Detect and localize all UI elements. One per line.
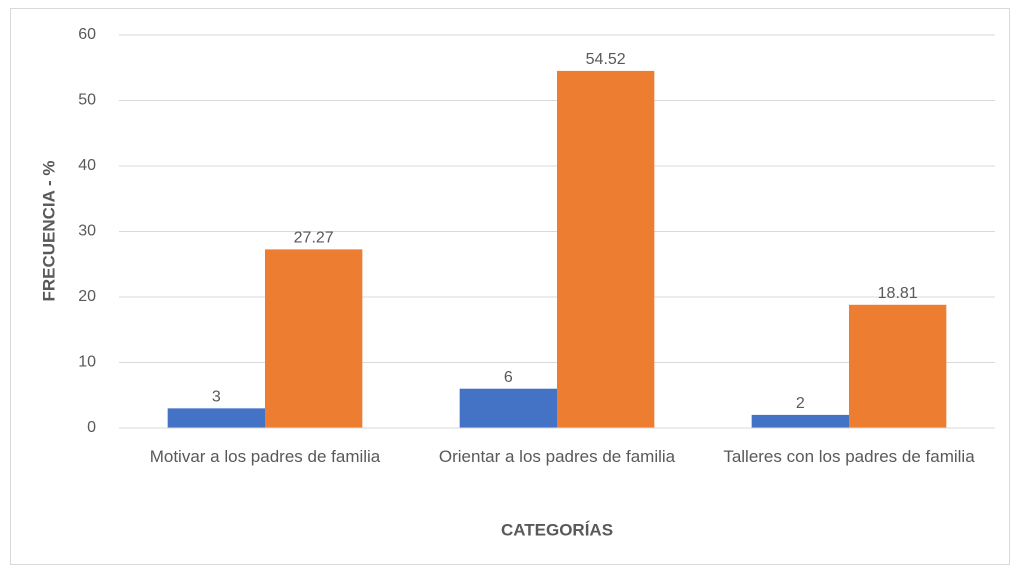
bar	[167, 408, 265, 428]
data-label: 3	[212, 389, 221, 406]
bar	[459, 388, 557, 428]
y-tick-label: 30	[78, 223, 96, 240]
data-label: 6	[504, 369, 513, 386]
data-label: 18.81	[878, 285, 918, 302]
y-tick-label: 50	[78, 92, 96, 109]
y-tick-label: 40	[78, 157, 96, 174]
x-tick-label: Orientar a los padres de familia	[438, 447, 676, 466]
y-tick-label: 0	[87, 419, 96, 436]
x-axis-title: CATEGORÍAS	[501, 520, 613, 539]
x-tick-label: Motivar a los padres de familia	[149, 447, 381, 466]
y-tick-label: 60	[78, 26, 96, 43]
chart-border	[10, 8, 1010, 565]
x-tick-label: Talleres con los padres de familia	[723, 447, 975, 466]
y-tick-label: 20	[78, 288, 96, 305]
bar	[557, 70, 655, 429]
data-label: 2	[796, 395, 805, 412]
y-tick-label: 10	[78, 354, 96, 371]
data-label: 54.52	[586, 51, 626, 68]
bar	[849, 304, 947, 428]
bar	[751, 414, 849, 428]
data-label: 27.27	[294, 230, 334, 247]
y-axis-title: FRECUENCIA - %	[39, 160, 58, 301]
bar	[265, 249, 363, 428]
